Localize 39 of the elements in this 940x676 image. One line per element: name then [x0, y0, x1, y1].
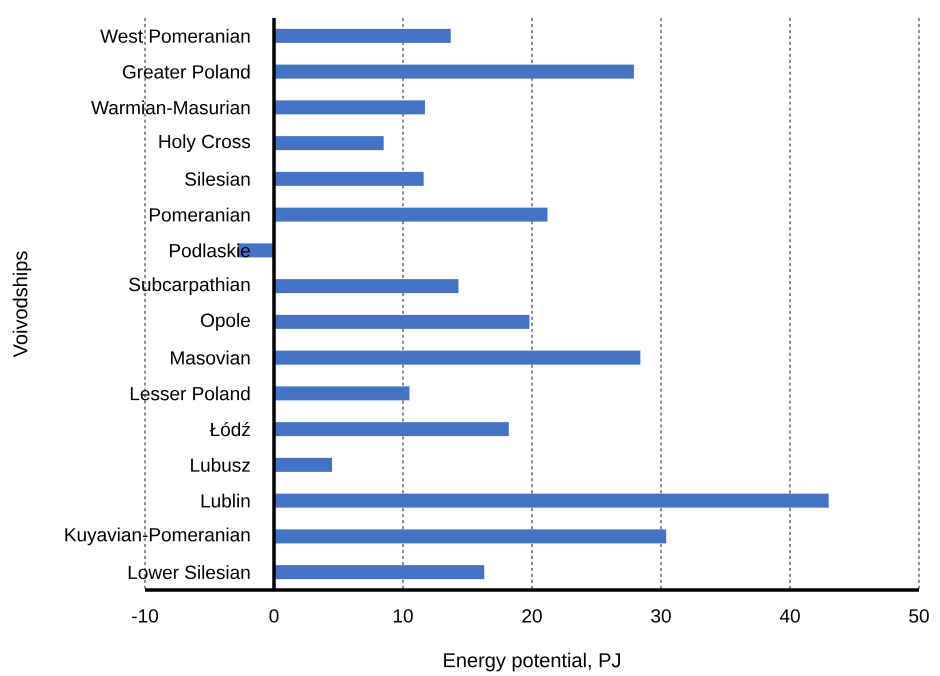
- bar: [274, 100, 425, 114]
- y-tick-label: Łódź: [210, 422, 250, 436]
- y-tick-label: Kuyavian-Pomeranian: [65, 527, 250, 546]
- y-tick-label: Pomeranian: [150, 207, 250, 222]
- y-tick-label: Subcarpathian: [129, 277, 250, 295]
- bar: [274, 64, 634, 78]
- y-tick-label: Lower Silesian: [128, 564, 250, 579]
- bar: [274, 422, 509, 436]
- bar: [274, 386, 410, 400]
- bar: [274, 314, 530, 329]
- y-tick-label: Lubusz: [191, 458, 250, 472]
- bar: [274, 136, 384, 150]
- y-tick-label: Lublin: [202, 493, 250, 508]
- bar: [274, 564, 484, 579]
- x-tick-label: 30: [651, 609, 671, 622]
- bar: [274, 172, 424, 186]
- x-tick-label: -10: [132, 609, 158, 622]
- y-tick-label: West Pomeranian: [100, 28, 250, 43]
- bar: [274, 28, 451, 43]
- y-axis-title: Voivodships: [12, 251, 32, 358]
- y-tick-label: Masovian: [171, 350, 250, 364]
- y-tick-label: Greater Poland: [122, 64, 250, 78]
- x-tick-label: 10: [394, 609, 413, 622]
- y-tick-label: Warmian-Masurian: [91, 100, 250, 114]
- y-tick-label: Opole: [201, 312, 250, 331]
- bar: [274, 493, 829, 508]
- bar: [274, 458, 332, 472]
- y-tick-label: Silesian: [185, 172, 250, 186]
- bar: [274, 350, 640, 364]
- bar: [274, 529, 666, 544]
- x-tick-label: 0: [269, 609, 279, 622]
- x-axis-title: Energy potential, PJ: [444, 652, 620, 672]
- x-tick-label: 50: [909, 609, 929, 622]
- x-tick-label: 20: [522, 609, 542, 622]
- x-tick-label: 40: [780, 609, 800, 622]
- bar: [274, 278, 458, 293]
- y-tick-label: Holy Cross: [159, 134, 250, 152]
- bar: [274, 207, 548, 222]
- y-tick-label: Lesser Poland: [130, 386, 250, 400]
